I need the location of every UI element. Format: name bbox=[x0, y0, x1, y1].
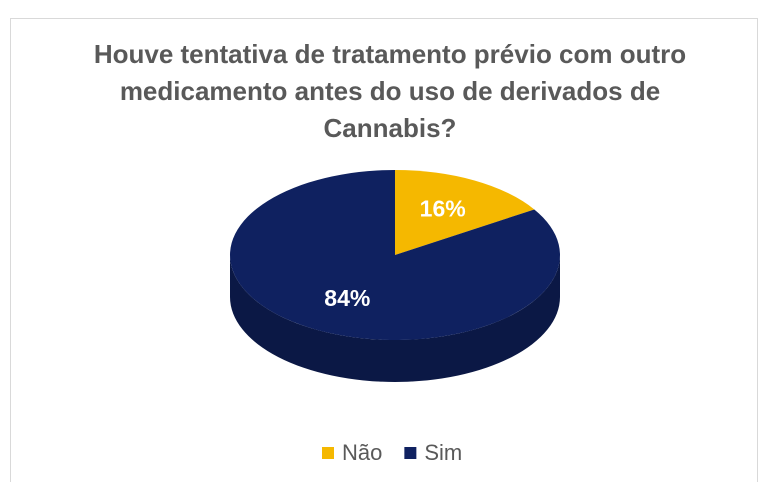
legend-label: Não bbox=[342, 440, 382, 465]
legend-swatch bbox=[322, 447, 334, 459]
chart-frame bbox=[10, 18, 758, 482]
chart-title: Houve tentativa de tratamento prévio com… bbox=[93, 39, 687, 143]
pie-slice bbox=[229, 170, 560, 340]
pie-side bbox=[230, 255, 560, 382]
data-label: 16% bbox=[420, 195, 466, 221]
pie-slice bbox=[395, 170, 535, 255]
legend-swatch bbox=[404, 447, 417, 459]
legend-label: Sim bbox=[424, 440, 462, 465]
data-label: 84% bbox=[324, 285, 370, 311]
